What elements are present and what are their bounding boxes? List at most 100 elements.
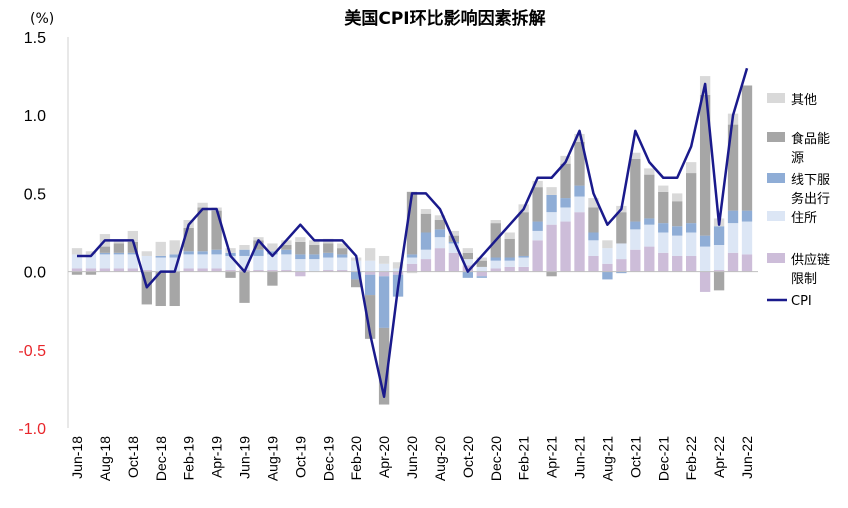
bar-segment xyxy=(741,254,753,272)
legend-label: 源 xyxy=(791,151,804,166)
bar-segment xyxy=(281,254,292,271)
bar-segment xyxy=(574,141,585,186)
bar-segment xyxy=(504,266,515,272)
bar-segment xyxy=(225,255,236,271)
bar-segment xyxy=(602,248,613,264)
bar-segment xyxy=(518,255,529,258)
bar-segment xyxy=(267,270,278,272)
bar-segment xyxy=(85,254,97,269)
bar-segment xyxy=(141,255,152,271)
bar-segment xyxy=(518,257,529,267)
bar-segment xyxy=(309,245,320,255)
bar-segment xyxy=(71,254,83,269)
bar-segment xyxy=(406,263,418,272)
bar-segment xyxy=(183,251,194,255)
bar-segment xyxy=(309,240,320,246)
bar-segment xyxy=(658,185,669,192)
x-tick-label: Jun-20 xyxy=(404,436,420,479)
bar-segment xyxy=(546,224,557,272)
bar-segment xyxy=(448,243,460,253)
chart-title: 美国CPI环比影响因素拆解 xyxy=(344,8,545,29)
bar-segment xyxy=(71,271,83,275)
bar-segment xyxy=(364,248,376,261)
bar-segment xyxy=(253,270,264,272)
bar-segment xyxy=(406,254,418,258)
legend-label: 供应链 xyxy=(791,252,830,268)
bar-segment xyxy=(364,295,376,339)
bar-segment xyxy=(560,198,571,208)
bar-segment xyxy=(99,252,111,255)
bar-segment xyxy=(686,173,697,224)
bar-segment xyxy=(434,229,446,238)
bar-segment xyxy=(281,249,292,255)
bar-segment xyxy=(574,212,585,272)
bar-segment xyxy=(406,257,418,264)
x-tick-label: Oct-19 xyxy=(292,436,308,478)
bar-segment xyxy=(476,271,487,277)
bar-segment xyxy=(616,212,627,244)
bar-segment xyxy=(420,249,432,260)
x-tick-label: Oct-20 xyxy=(460,436,476,478)
bar-segment xyxy=(434,237,446,249)
bar-segment xyxy=(309,254,320,260)
bar-segment xyxy=(741,85,753,211)
bar-segment xyxy=(560,207,571,222)
bar-segment xyxy=(588,240,599,256)
bar-segment xyxy=(267,251,278,255)
bar-segment xyxy=(211,249,222,255)
bar-segment xyxy=(197,207,208,252)
bar-segment xyxy=(295,237,306,242)
bar-segment xyxy=(741,210,753,222)
y-tick-label: 1.5 xyxy=(24,30,46,47)
bar-segment xyxy=(295,271,306,277)
x-tick-label: Aug-21 xyxy=(599,436,615,481)
bar-segment xyxy=(364,274,376,296)
bar-segment xyxy=(323,252,334,258)
x-tick-label: Dec-18 xyxy=(153,436,169,481)
bar-segment xyxy=(420,209,432,214)
bar-segment xyxy=(448,252,460,272)
bar-segment xyxy=(197,268,208,272)
x-tick-label: Oct-18 xyxy=(125,436,141,478)
x-axis-ticks: Jun-18 Aug-18 Oct-18 Dec-18 Feb-19 Apr-19 Jun-… xyxy=(69,436,755,481)
bar-segment xyxy=(713,245,725,271)
x-tick-label: Jun-22 xyxy=(739,436,755,479)
bar-segment xyxy=(490,260,501,269)
bar-segment xyxy=(658,252,669,272)
legend-label: 其他 xyxy=(791,93,817,108)
y-axis-unit: (%) xyxy=(30,11,54,27)
bar-segment xyxy=(406,191,418,255)
bar-segment xyxy=(462,252,473,260)
bar-segment xyxy=(323,257,334,271)
bar-segment xyxy=(588,207,599,233)
x-tick-label: Jun-21 xyxy=(572,436,588,479)
bar-segment xyxy=(364,271,376,275)
bar-segment xyxy=(169,254,180,258)
legend-swatch xyxy=(767,93,785,103)
bar-segment xyxy=(616,243,627,260)
bar-segment xyxy=(253,255,264,271)
bar-segment xyxy=(267,243,278,252)
bar-segment xyxy=(323,243,334,253)
bar-segment xyxy=(99,246,111,253)
bar-segment xyxy=(85,271,97,275)
bar-segment xyxy=(476,266,487,272)
bar-segment xyxy=(616,271,627,274)
x-tick-label: Dec-20 xyxy=(488,436,504,481)
bar-segment xyxy=(476,260,487,267)
bar-segment xyxy=(532,230,543,241)
bar-segment xyxy=(504,232,515,239)
bar-segment xyxy=(85,251,97,255)
bar-segment xyxy=(281,240,292,246)
bar-segment xyxy=(658,223,669,233)
bar-segment xyxy=(448,230,460,236)
bar-segment xyxy=(713,226,725,246)
bar-segment xyxy=(574,133,585,142)
bar-segment xyxy=(490,219,501,224)
x-tick-label: Aug-19 xyxy=(264,436,280,481)
bar-segment xyxy=(197,202,208,208)
bar-segment xyxy=(546,271,557,277)
y-tick-label: -1.0 xyxy=(18,421,46,438)
x-tick-label: Feb-21 xyxy=(516,436,532,481)
bar-segment xyxy=(99,254,111,269)
